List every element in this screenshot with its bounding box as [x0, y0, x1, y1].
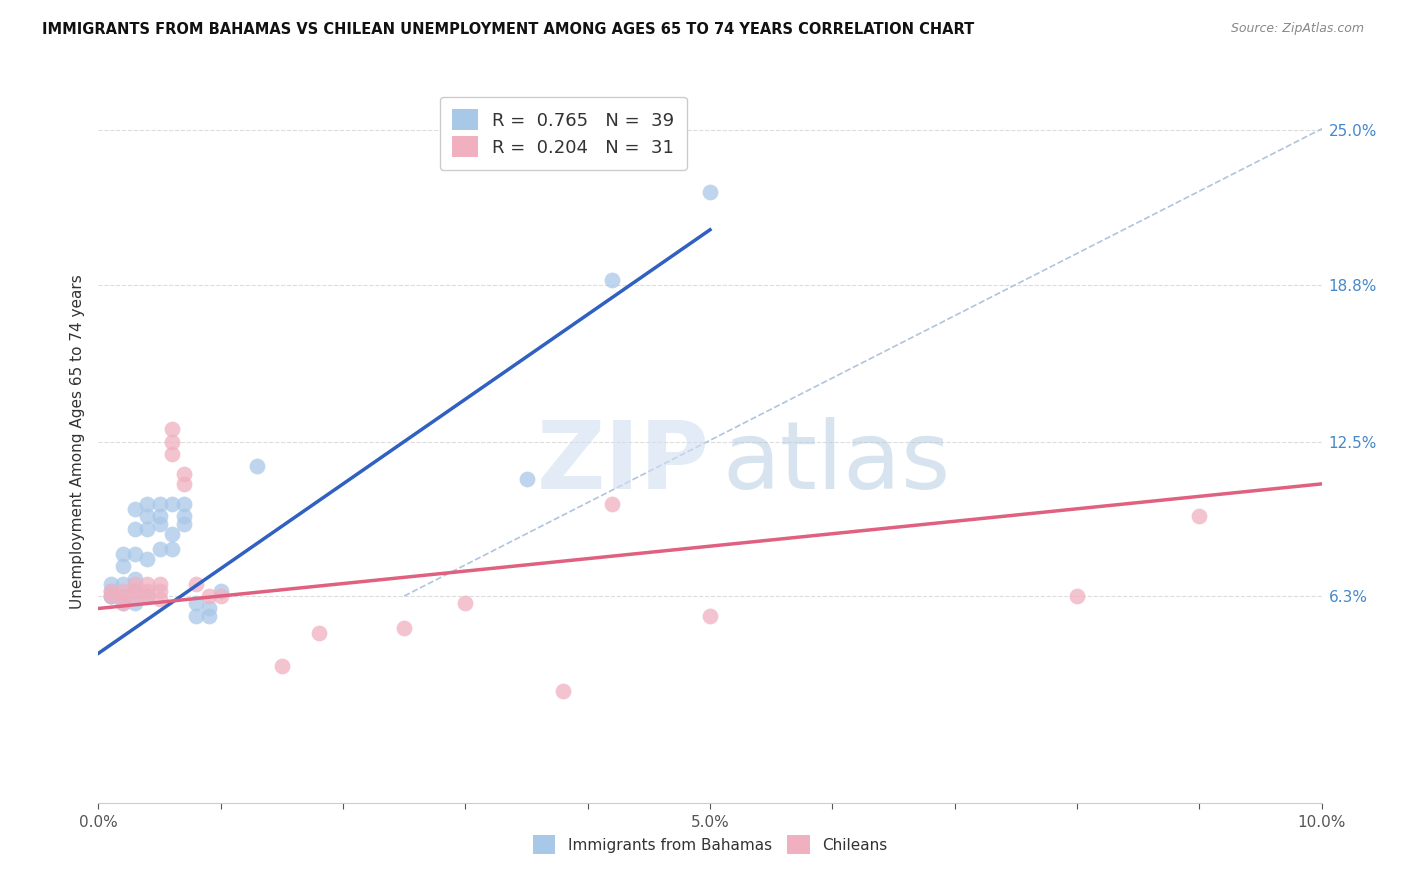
Point [136, 584, 159, 599]
Point [100, 589, 122, 603]
Point [111, 597, 134, 611]
Point [454, 597, 477, 611]
Point [600, 272, 623, 286]
Point [186, 609, 208, 624]
Point [160, 434, 183, 449]
Text: ZIP: ZIP [537, 417, 710, 509]
Point [136, 589, 159, 603]
Text: IMMIGRANTS FROM BAHAMAS VS CHILEAN UNEMPLOYMENT AMONG AGES 65 TO 74 YEARS CORREL: IMMIGRANTS FROM BAHAMAS VS CHILEAN UNEMP… [42, 22, 974, 37]
Text: atlas: atlas [723, 417, 950, 509]
Point [160, 447, 183, 461]
Point [160, 526, 183, 541]
Point [197, 589, 219, 603]
Point [136, 551, 159, 566]
Point [124, 576, 146, 591]
Point [124, 547, 146, 561]
Point [392, 621, 416, 635]
Point [100, 576, 122, 591]
Point [100, 589, 122, 603]
Point [100, 589, 122, 603]
Point [100, 584, 122, 599]
Point [173, 509, 195, 524]
Point [173, 467, 195, 481]
Point [111, 589, 134, 603]
Point [173, 497, 195, 511]
Point [124, 584, 146, 599]
Point [124, 584, 146, 599]
Point [111, 589, 134, 603]
Point [149, 576, 172, 591]
Point [1066, 589, 1088, 603]
Point [209, 589, 232, 603]
Point [124, 597, 146, 611]
Point [111, 576, 134, 591]
Point [111, 597, 134, 611]
Point [160, 497, 183, 511]
Point [149, 584, 172, 599]
Point [100, 584, 122, 599]
Point [699, 186, 721, 200]
Point [136, 576, 159, 591]
Point [136, 522, 159, 536]
Point [124, 572, 146, 586]
Point [111, 584, 134, 599]
Point [136, 497, 159, 511]
Point [136, 589, 159, 603]
Text: Source: ZipAtlas.com: Source: ZipAtlas.com [1230, 22, 1364, 36]
Point [699, 609, 721, 624]
Point [186, 597, 208, 611]
Point [308, 626, 330, 640]
Point [1188, 509, 1211, 524]
Legend: Immigrants from Bahamas, Chileans: Immigrants from Bahamas, Chileans [526, 830, 894, 860]
Point [197, 601, 219, 615]
Point [149, 541, 172, 556]
Point [246, 459, 269, 474]
Point [149, 497, 172, 511]
Point [516, 472, 538, 486]
Point [149, 516, 172, 531]
Point [149, 591, 172, 606]
Point [186, 576, 208, 591]
Point [600, 497, 623, 511]
Point [136, 509, 159, 524]
Point [124, 501, 146, 516]
Point [173, 476, 195, 491]
Point [270, 658, 292, 673]
Point [124, 589, 146, 603]
Point [149, 509, 172, 524]
Point [160, 422, 183, 436]
Point [111, 559, 134, 574]
Point [209, 584, 232, 599]
Point [553, 683, 575, 698]
Point [197, 609, 219, 624]
Point [111, 547, 134, 561]
Point [124, 522, 146, 536]
Point [173, 516, 195, 531]
Point [160, 541, 183, 556]
Y-axis label: Unemployment Among Ages 65 to 74 years: Unemployment Among Ages 65 to 74 years [69, 274, 84, 609]
